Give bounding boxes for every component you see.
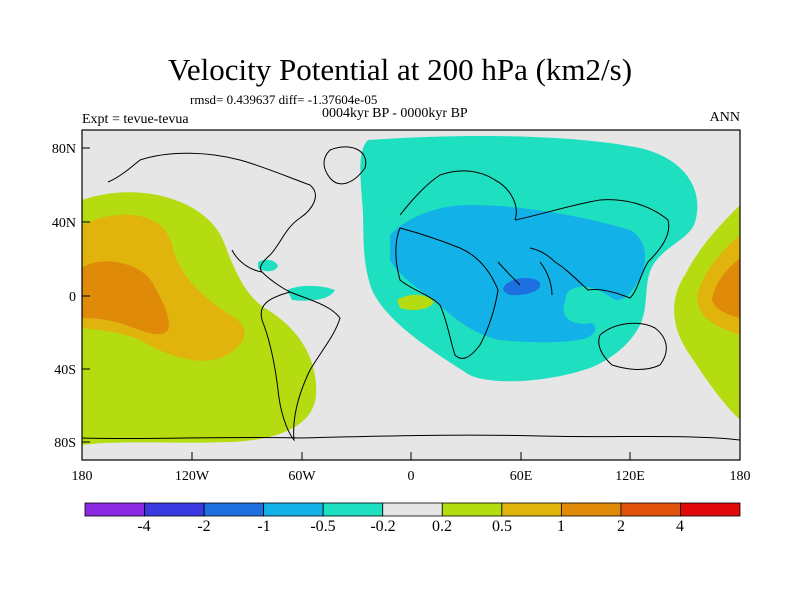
colorbar-boxes [84,502,741,517]
colorbar-swatch [620,502,681,517]
colorbar-label: 0.5 [492,518,512,535]
lon-label-120e: 120E [615,469,645,484]
experiment-label: Expt = tevue-tevua [82,112,189,127]
colorbar-labels: -4 -2 -1 -0.5 -0.2 0.2 0.5 1 2 4 [137,518,684,535]
colorbar-swatch [382,502,443,517]
cyan-region [390,205,646,343]
lat-axis: 80N 40N 0 40S 80S [52,142,90,451]
colorbar-swatch [680,502,741,517]
colorbar-label: -4 [137,518,150,535]
pacific-yellow-region [82,214,245,361]
lon-label-180e: 180 [730,469,751,484]
lon-label-60w: 60W [288,469,316,484]
colorbar-swatch [322,502,384,517]
europe-coast [399,170,517,221]
lon-label-180w: 180 [72,469,93,484]
asia-coast [514,199,670,299]
colorbar-swatch [144,502,205,517]
lon-label-60e: 60E [510,469,533,484]
greenland-coast [323,146,367,185]
colorbar-label: -0.5 [310,518,335,535]
colorbar: -4 -2 -1 -0.5 -0.2 0.2 0.5 1 2 4 [84,502,741,535]
teal-hole [563,299,604,324]
lat-label-80s: 80S [54,436,76,451]
stats-label: rmsd= 0.439637 diff= -1.37604e-05 [190,92,378,107]
colorbar-swatch [560,502,622,517]
subtitle-label: 0004kyr BP - 0000kyr BP [322,106,468,121]
colorbar-swatch [263,502,324,517]
colorbar-label: 4 [676,518,684,535]
lon-axis: 180 120W 60W 0 60E 120E 180 [72,452,751,484]
central-america-coast [231,249,263,273]
colorbar-label: -0.2 [370,518,395,535]
map-field [82,130,740,460]
colorbar-label: 0.2 [432,518,452,535]
colorbar-label: -1 [257,518,270,535]
lat-label-40n: 40N [52,216,76,231]
coastlines [82,146,740,442]
lon-label-120w: 120W [175,469,210,484]
antarctica-coast [82,434,740,441]
colorbar-swatch [84,502,145,517]
africa-coast [395,227,499,359]
south-america-coast [260,291,341,442]
dateline-orange-region [712,258,740,318]
atlantic-teal-patch [287,285,335,301]
lat-label-80n: 80N [52,142,76,157]
colorbar-label: 2 [617,518,625,535]
lon-label-0: 0 [408,469,415,484]
lat-label-40s: 40S [54,363,76,378]
alaska-coast [107,159,141,183]
figure-title: Velocity Potential at 200 hPa (km2/s) [167,52,633,87]
blue-region [503,277,541,296]
atlantic-lime-patch [397,294,434,310]
arabia-india-coast [497,261,553,296]
colorbar-swatch [441,502,503,517]
lat-label-eq: 0 [69,290,76,305]
season-label: ANN [709,110,740,125]
colorbar-label: 1 [557,518,565,535]
australia-coast [598,322,667,370]
colorbar-swatch [203,502,265,517]
pacific-orange-region [82,261,169,335]
colorbar-label: -2 [197,518,210,535]
colorbar-swatch [501,502,562,517]
